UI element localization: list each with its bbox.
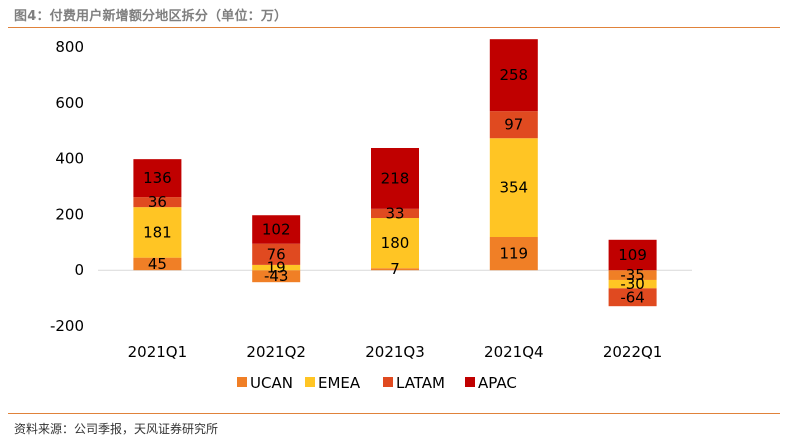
- data-label: -30: [620, 275, 645, 293]
- data-label: -64: [620, 288, 645, 306]
- bar-apac-2022q1: [608, 239, 657, 271]
- legend-swatch-apac: [465, 377, 475, 387]
- x-tick-label: 2022Q1: [603, 343, 663, 361]
- data-label: -35: [620, 266, 645, 284]
- bar-ucan-2021q3: [371, 268, 419, 271]
- x-tick-label: 2021Q1: [128, 343, 188, 361]
- bar-apac-2021q4: [489, 39, 538, 112]
- bar-apac-2021q1: [133, 159, 182, 198]
- legend-label-latam: LATAM: [396, 374, 445, 392]
- bar-apac-2021q3: [371, 147, 419, 209]
- x-axis: 2021Q1 2021Q2 2021Q3 2021Q4 2022Q1: [98, 269, 692, 361]
- data-label: 181: [143, 223, 172, 241]
- data-label: 19: [267, 259, 286, 277]
- data-label: 180: [381, 234, 410, 252]
- legend-swatch-ucan: [237, 377, 247, 387]
- y-tick-label: 600: [55, 94, 84, 112]
- data-label: 33: [385, 204, 404, 222]
- bar-apac-2021q2: [252, 215, 301, 244]
- data-label: 76: [267, 245, 286, 263]
- x-tick-label: 2021Q2: [246, 343, 306, 361]
- x-tick-label: 2021Q3: [365, 343, 425, 361]
- bar-ucan-2022q1: [608, 270, 657, 280]
- y-tick-label: 800: [55, 38, 84, 56]
- top-divider: [8, 27, 780, 28]
- bar-ucan-2021q4: [489, 236, 538, 271]
- legend-swatch-emea: [305, 377, 315, 387]
- data-label: -43: [264, 267, 289, 285]
- legend: UCAN EMEA LATAM APAC: [237, 374, 517, 392]
- y-tick-label: 200: [55, 205, 84, 223]
- legend-label-apac: APAC: [478, 374, 517, 392]
- data-label: 45: [148, 255, 167, 273]
- bar-emea-2021q2: [252, 264, 301, 271]
- data-label: 109: [618, 246, 647, 264]
- bar-emea-2021q3: [371, 218, 419, 269]
- legend-swatch-latam: [383, 377, 393, 387]
- data-label: 102: [262, 220, 291, 238]
- bar-emea-2021q4: [489, 138, 538, 237]
- bar-latam-2021q3: [371, 208, 419, 219]
- source-note: 资料来源：公司季报，天风证券研究所: [14, 422, 219, 436]
- bar-ucan-2021q1: [133, 257, 182, 271]
- x-tick-label: 2021Q4: [484, 343, 544, 361]
- bar-emea-2021q1: [133, 207, 182, 258]
- bar-latam-2021q2: [252, 243, 301, 265]
- data-label: 36: [148, 193, 167, 211]
- data-label: 7: [390, 260, 400, 278]
- y-axis: -200 0 200 400 600 800: [50, 38, 84, 335]
- figure-title: 图4：付费用户新增额分地区拆分（单位：万）: [14, 9, 288, 24]
- data-label: 258: [499, 66, 528, 84]
- data-label: 97: [504, 116, 523, 134]
- data-label: 119: [499, 245, 528, 263]
- data-label: 136: [143, 169, 172, 187]
- bar-emea-2022q1: [608, 279, 657, 289]
- legend-label-ucan: UCAN: [250, 374, 293, 392]
- y-tick-label: 400: [55, 150, 84, 168]
- bottom-divider: [8, 413, 780, 414]
- bar-latam-2022q1: [608, 288, 657, 307]
- bars: [133, 39, 657, 307]
- bar-latam-2021q1: [133, 197, 182, 208]
- y-tick-label: -200: [50, 317, 84, 335]
- data-label: 354: [499, 179, 528, 197]
- bar-latam-2021q4: [489, 111, 538, 139]
- y-tick-label: 0: [74, 261, 84, 279]
- data-label: 218: [381, 169, 410, 187]
- bar-ucan-2021q2: [252, 270, 301, 283]
- legend-label-emea: EMEA: [318, 374, 361, 392]
